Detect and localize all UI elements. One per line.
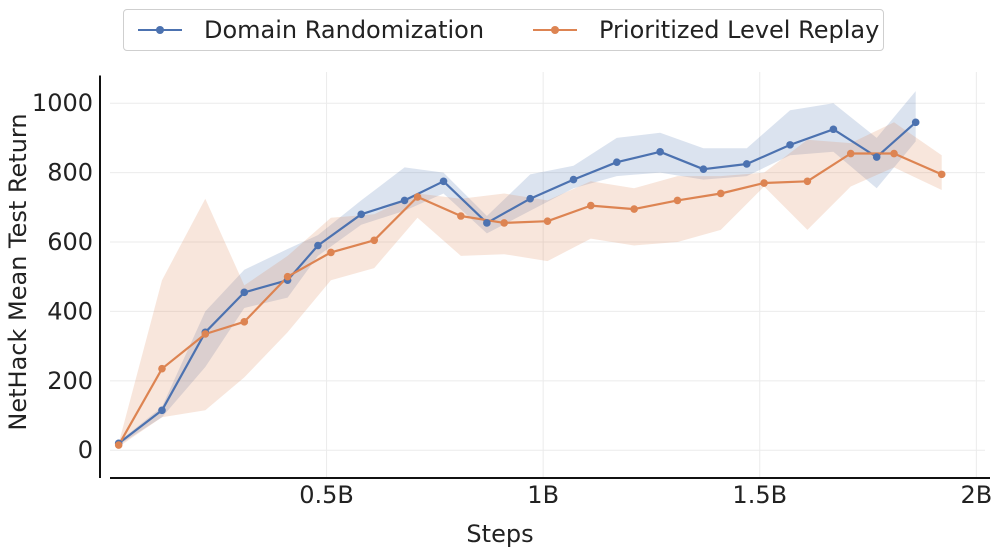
grid [110, 72, 985, 478]
point-series-1-17 [846, 149, 855, 158]
legend-item-series-1: Prioritized Level Replay [529, 10, 879, 50]
point-series-1-9 [500, 219, 508, 227]
legend-swatch-series-1 [529, 10, 581, 50]
y-axis-title: NetHack Mean Test Return [4, 113, 32, 430]
legend-label-series-1: Prioritized Level Replay [599, 16, 880, 44]
legend-item-series-0: Domain Randomization [134, 10, 484, 50]
point-series-0-7 [400, 196, 409, 205]
line-series-1 [117, 152, 943, 446]
point-series-1-12 [630, 205, 638, 213]
x-axis-title: Steps [466, 520, 533, 548]
point-series-0-6 [357, 210, 366, 219]
point-series-1-2 [201, 330, 210, 338]
point-series-1-0 [114, 441, 123, 449]
point-series-1-4 [283, 272, 292, 281]
y-tick-label-4: 800 [47, 159, 93, 187]
band-series-0 [118, 91, 916, 445]
y-tick-label-2: 400 [47, 297, 93, 325]
x-tick-label-2: 1.5B [732, 481, 787, 509]
point-series-1-14 [716, 189, 725, 198]
point-series-0-5 [314, 241, 322, 250]
point-series-1-18 [890, 149, 898, 158]
x-tick-label-0: 0.5B [299, 481, 354, 509]
point-series-1-7 [413, 193, 422, 201]
point-series-0-19 [911, 118, 920, 127]
y-tick-label-5: 1000 [32, 89, 93, 117]
point-series-1-6 [370, 236, 379, 245]
point-series-0-16 [786, 141, 794, 149]
band-series-1 [118, 122, 942, 447]
point-series-0-1 [158, 406, 166, 415]
point-series-1-3 [240, 318, 249, 326]
x-tick-labels: 0.5B 1B 1.5B 2B [299, 481, 992, 509]
legend: Domain Randomization Prioritized Level R… [123, 9, 884, 51]
point-series-0-8 [439, 177, 448, 186]
y-tick-label-1: 200 [47, 367, 93, 395]
point-series-0-17 [829, 125, 838, 134]
axes [99, 75, 990, 479]
point-series-0-10 [526, 194, 534, 203]
legend-label-series-0: Domain Randomization [204, 16, 485, 44]
point-series-1-5 [327, 248, 335, 257]
confidence-bands [118, 91, 942, 447]
point-series-0-12 [613, 158, 621, 167]
point-series-0-14 [699, 165, 708, 173]
y-tick-labels: 0 200 400 600 800 1000 [32, 89, 93, 464]
y-tick-label-3: 600 [47, 228, 93, 256]
point-series-0-3 [240, 288, 249, 297]
point-series-1-10 [543, 217, 552, 226]
point-series-1-1 [158, 364, 166, 373]
point-series-0-15 [742, 160, 751, 168]
point-series-0-13 [656, 148, 664, 156]
point-series-1-11 [587, 201, 595, 210]
legend-swatch-series-0 [134, 10, 186, 50]
series-lines [117, 121, 943, 446]
x-tick-label-3: 2B [960, 481, 992, 509]
point-series-1-8 [457, 212, 465, 220]
point-series-1-16 [803, 177, 812, 186]
line-series-0 [118, 121, 917, 445]
point-series-0-11 [569, 175, 578, 184]
point-series-0-9 [483, 219, 491, 227]
series-points [114, 118, 946, 449]
point-series-1-19 [937, 170, 946, 179]
point-series-1-13 [673, 196, 682, 205]
point-series-1-15 [760, 179, 768, 187]
x-tick-label-1: 1B [527, 481, 559, 509]
y-tick-label-0: 0 [78, 436, 93, 464]
point-series-0-18 [872, 153, 881, 161]
